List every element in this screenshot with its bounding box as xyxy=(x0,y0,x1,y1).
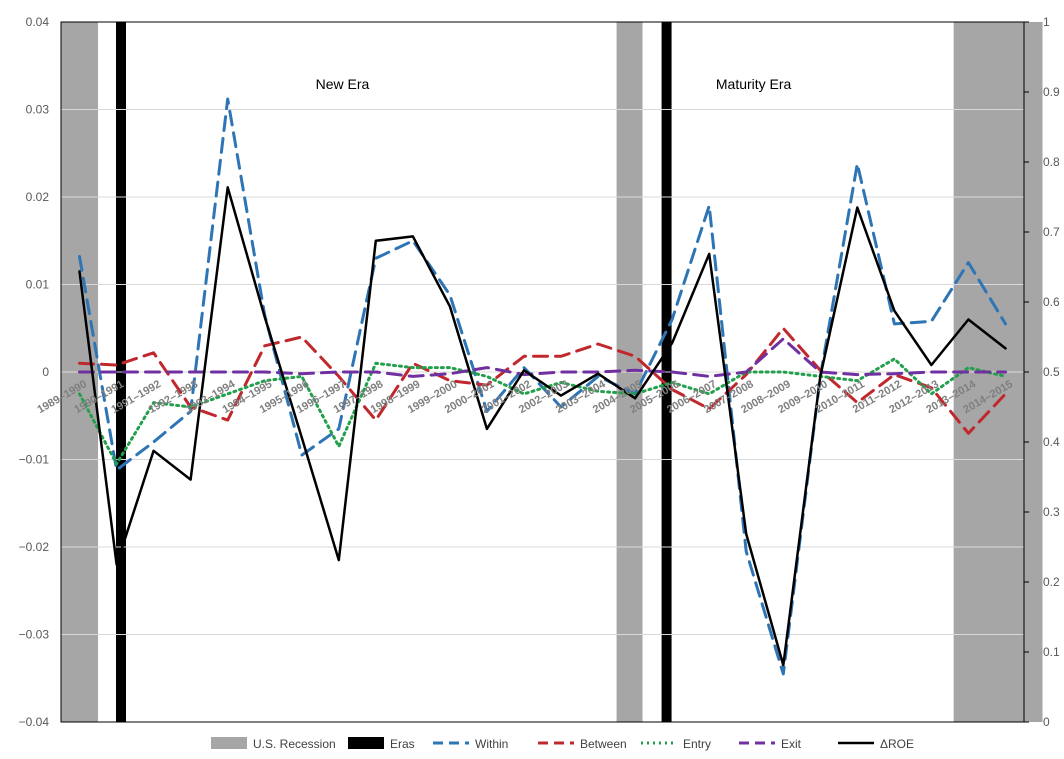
era-annotations: New Era Maturity Era xyxy=(316,76,792,92)
legend-label-entry: Entry xyxy=(683,737,711,751)
y2-tick-label: 0 xyxy=(1043,715,1050,729)
y2-tick-label: 0.1 xyxy=(1043,645,1060,659)
y-tick-label: 0.03 xyxy=(26,103,50,117)
y-axis-left: 0.04 0.03 0.02 0.01 0 −0.01 −0.02 −0.03 −0.04 xyxy=(19,15,50,729)
legend-label-within: Within xyxy=(475,737,508,751)
y-tick-label: −0.02 xyxy=(19,540,50,554)
y2-tick-label: 0.3 xyxy=(1043,505,1060,519)
legend-label--roe: ΔROE xyxy=(880,737,914,751)
y2-tick-label: 0.2 xyxy=(1043,575,1060,589)
y2-tick-label: 0.6 xyxy=(1043,295,1060,309)
legend: U.S. Recession Eras Within Between Entry Exit… xyxy=(211,737,914,751)
y2-tick-label: 0.4 xyxy=(1043,435,1060,449)
y2-tick-label: 0.9 xyxy=(1043,85,1060,99)
legend-label-eras: Eras xyxy=(390,737,415,751)
era-label: Maturity Era xyxy=(716,76,792,92)
y-tick-label: −0.04 xyxy=(19,715,50,729)
legend-label-between: Between xyxy=(580,737,627,751)
era-label: New Era xyxy=(316,76,370,92)
legend-swatch-eras xyxy=(348,737,384,749)
series-lines xyxy=(78,97,1007,676)
series-line-exit xyxy=(78,337,1007,378)
y2-tick-label: 1 xyxy=(1043,15,1050,29)
y2-tick-label: 0.8 xyxy=(1043,155,1060,169)
y-tick-label: 0.02 xyxy=(26,190,50,204)
y-tick-label: −0.01 xyxy=(19,453,50,467)
legend-label-exit: Exit xyxy=(781,737,802,751)
y-axis-right: 1 0.9 0.8 0.7 0.6 0.5 0.4 0.3 0.2 0.1 0 xyxy=(1024,15,1060,729)
y-tick-label: −0.03 xyxy=(19,628,50,642)
series-line--roe xyxy=(78,186,1007,667)
series-line-between xyxy=(78,326,1007,435)
y-tick-label: 0 xyxy=(42,365,49,379)
y2-tick-label: 0.7 xyxy=(1043,225,1060,239)
y-tick-label: 0.01 xyxy=(26,278,50,292)
y-tick-label: 0.04 xyxy=(26,15,50,29)
series-line-entry xyxy=(78,357,1007,466)
legend-label-u-s-recession: U.S. Recession xyxy=(253,737,336,751)
legend-swatch-u-s-recession xyxy=(211,737,247,749)
y2-tick-label: 0.5 xyxy=(1043,365,1060,379)
